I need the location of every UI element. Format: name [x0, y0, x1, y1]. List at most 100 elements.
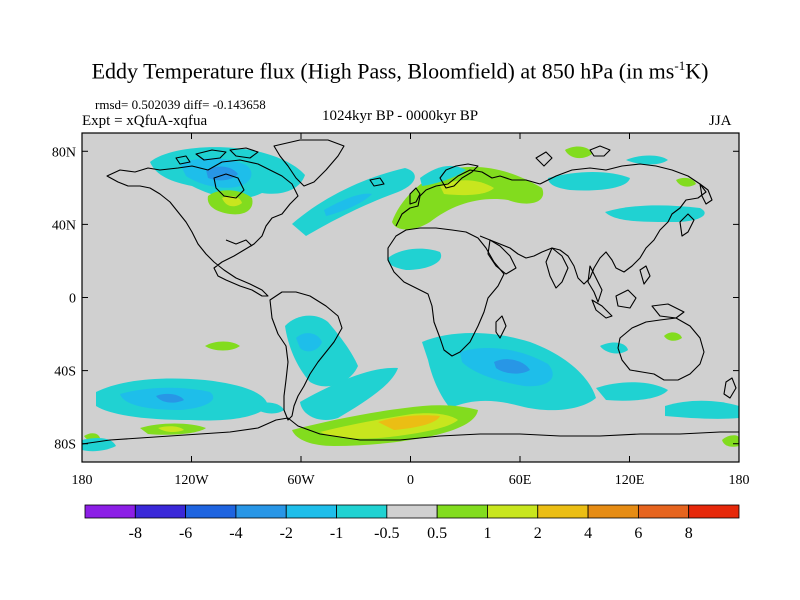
anomaly-region-south-pacific	[665, 400, 739, 419]
anomaly-contours	[82, 146, 739, 452]
colorbar-label: 4	[584, 525, 592, 542]
colorbar-swatch	[487, 504, 539, 519]
coastline-scandinavia	[439, 163, 479, 189]
anomaly-region-europe-core	[440, 180, 494, 196]
axis-ticks: 80N 40N 0 40S 80S 180 120W 60W 0 60E 120E 180	[52, 133, 750, 488]
colorbar-label: 1	[483, 525, 491, 542]
anomaly-region-east-pacific	[205, 341, 240, 351]
figure-title: Eddy Temperature flux (High Pass, Bloomf…	[0, 58, 800, 84]
lon-tick-label: 180	[729, 473, 750, 488]
anomaly-region-south-indian-inner	[494, 359, 530, 374]
colorbar-swatch	[688, 504, 740, 519]
coastline-north-america	[106, 159, 299, 297]
lon-tick-label: 120W	[174, 473, 209, 488]
colorbar-swatch	[537, 504, 589, 519]
experiment-label: Expt = xQfuA-xqfua	[82, 113, 208, 129]
coastline-southeast-asia	[587, 265, 603, 303]
colorbar-label: -2	[280, 525, 293, 542]
lon-tick-label: 0	[407, 473, 414, 488]
lat-tick-label: 80S	[54, 438, 76, 453]
colorbar-swatch	[84, 504, 136, 519]
colorbar-swatch	[235, 504, 287, 519]
anomaly-region-southeast-indian	[596, 382, 668, 401]
title-main: Eddy Temperature flux (High Pass, Bloomf…	[91, 58, 675, 84]
period-label: 1024kyr BP - 0000kyr BP	[322, 108, 479, 124]
anomaly-region-australia-west	[600, 342, 628, 354]
anomaly-region-drake	[252, 402, 284, 414]
colorbar-label: -1	[330, 525, 343, 542]
colorbar-label: 0.5	[427, 525, 447, 542]
coastline-greenland	[273, 139, 345, 187]
colorbar-label: 8	[685, 525, 693, 542]
lon-tick-label: 120E	[615, 473, 645, 488]
anomaly-region-sahara	[387, 248, 442, 270]
coastline-iceland	[369, 177, 385, 187]
coastline-africa	[387, 227, 505, 357]
title-unit-exponent: -1	[674, 58, 686, 73]
coastline-india	[545, 247, 569, 289]
coastline-south-america	[269, 291, 343, 421]
anomaly-region-north-atlantic-core	[324, 193, 372, 216]
anomaly-region-bering	[676, 177, 696, 187]
coastline-philippines	[639, 265, 651, 285]
coastline-new-zealand	[723, 377, 737, 399]
coastline-australia	[617, 317, 705, 381]
anomaly-region-siberia	[565, 146, 592, 159]
coastline-gulf-mexico	[225, 239, 253, 247]
anomaly-region-south-america-core	[296, 333, 322, 352]
lat-tick-label: 40N	[52, 218, 76, 233]
anomaly-region-hudson-core	[206, 166, 238, 181]
anomaly-region-scandinavia	[420, 165, 466, 186]
lon-tick-label: 60E	[509, 473, 532, 488]
coastline-europe	[395, 169, 541, 227]
lon-tick-label: 60W	[287, 473, 315, 488]
coastline-japan	[679, 213, 695, 237]
coastline-arctic-islands-3	[175, 155, 191, 165]
colorbar-swatch	[336, 504, 388, 519]
coastline-kamchatka	[699, 183, 713, 205]
colorbar-swatch	[637, 504, 690, 519]
title-end: K)	[685, 58, 709, 84]
coastline-madagascar	[495, 315, 507, 339]
coastline-asia-north	[479, 163, 707, 285]
colorbar-swatch	[185, 504, 237, 519]
colorbar-label: -6	[179, 525, 192, 542]
coastline-novaya-zemlya	[535, 151, 553, 167]
coastline-uk	[409, 187, 421, 205]
anomaly-region-central-asia	[548, 172, 630, 191]
coastline-arabia	[487, 239, 517, 275]
anomaly-region-great-lakes-core	[222, 195, 242, 207]
colorbar: -8 -6 -4 -2 -1 -0.5 0.5 1 2 4 6 8	[84, 504, 740, 542]
anomaly-region-ross-sea-core	[158, 426, 184, 433]
lat-tick-label: 0	[69, 292, 76, 307]
anomaly-region-east-asia	[605, 205, 705, 222]
colorbar-swatch	[587, 504, 639, 519]
lat-tick-label: 80N	[52, 145, 76, 160]
coastline-antarctica	[82, 417, 739, 445]
colorbar-swatch	[134, 504, 187, 519]
colorbar-swatch	[436, 504, 488, 519]
anomaly-region-south-america	[285, 315, 358, 387]
anomaly-region-south-atlantic	[300, 367, 398, 421]
colorbar-label: -8	[129, 525, 142, 542]
coastline-borneo	[615, 289, 637, 309]
anomaly-region-weddell	[82, 438, 116, 452]
colorbar-swatch	[285, 504, 337, 519]
coastline-arctic-islands-1	[195, 149, 227, 161]
colorbar-label: 2	[534, 525, 542, 542]
stats-label: rmsd= 0.502039 diff= -0.143658	[95, 97, 266, 112]
colorbar-swatch	[386, 504, 438, 519]
anomaly-region-pacific-arctic	[626, 155, 668, 165]
colorbar-label: -0.5	[374, 525, 399, 542]
anomaly-region-southern-ocean-orange	[378, 415, 440, 430]
lat-tick-label: 40S	[54, 365, 76, 380]
anomaly-region-southwest-pacific-inner	[156, 393, 184, 403]
coastline-sumatra	[591, 299, 613, 319]
coastline-hudson-bay	[213, 173, 245, 199]
coastline-new-guinea	[651, 303, 685, 319]
colorbar-label: 6	[634, 525, 642, 542]
lon-tick-label: 180	[72, 473, 93, 488]
colorbar-label: -4	[229, 525, 242, 542]
coastline-arctic-islands-2	[229, 147, 259, 159]
